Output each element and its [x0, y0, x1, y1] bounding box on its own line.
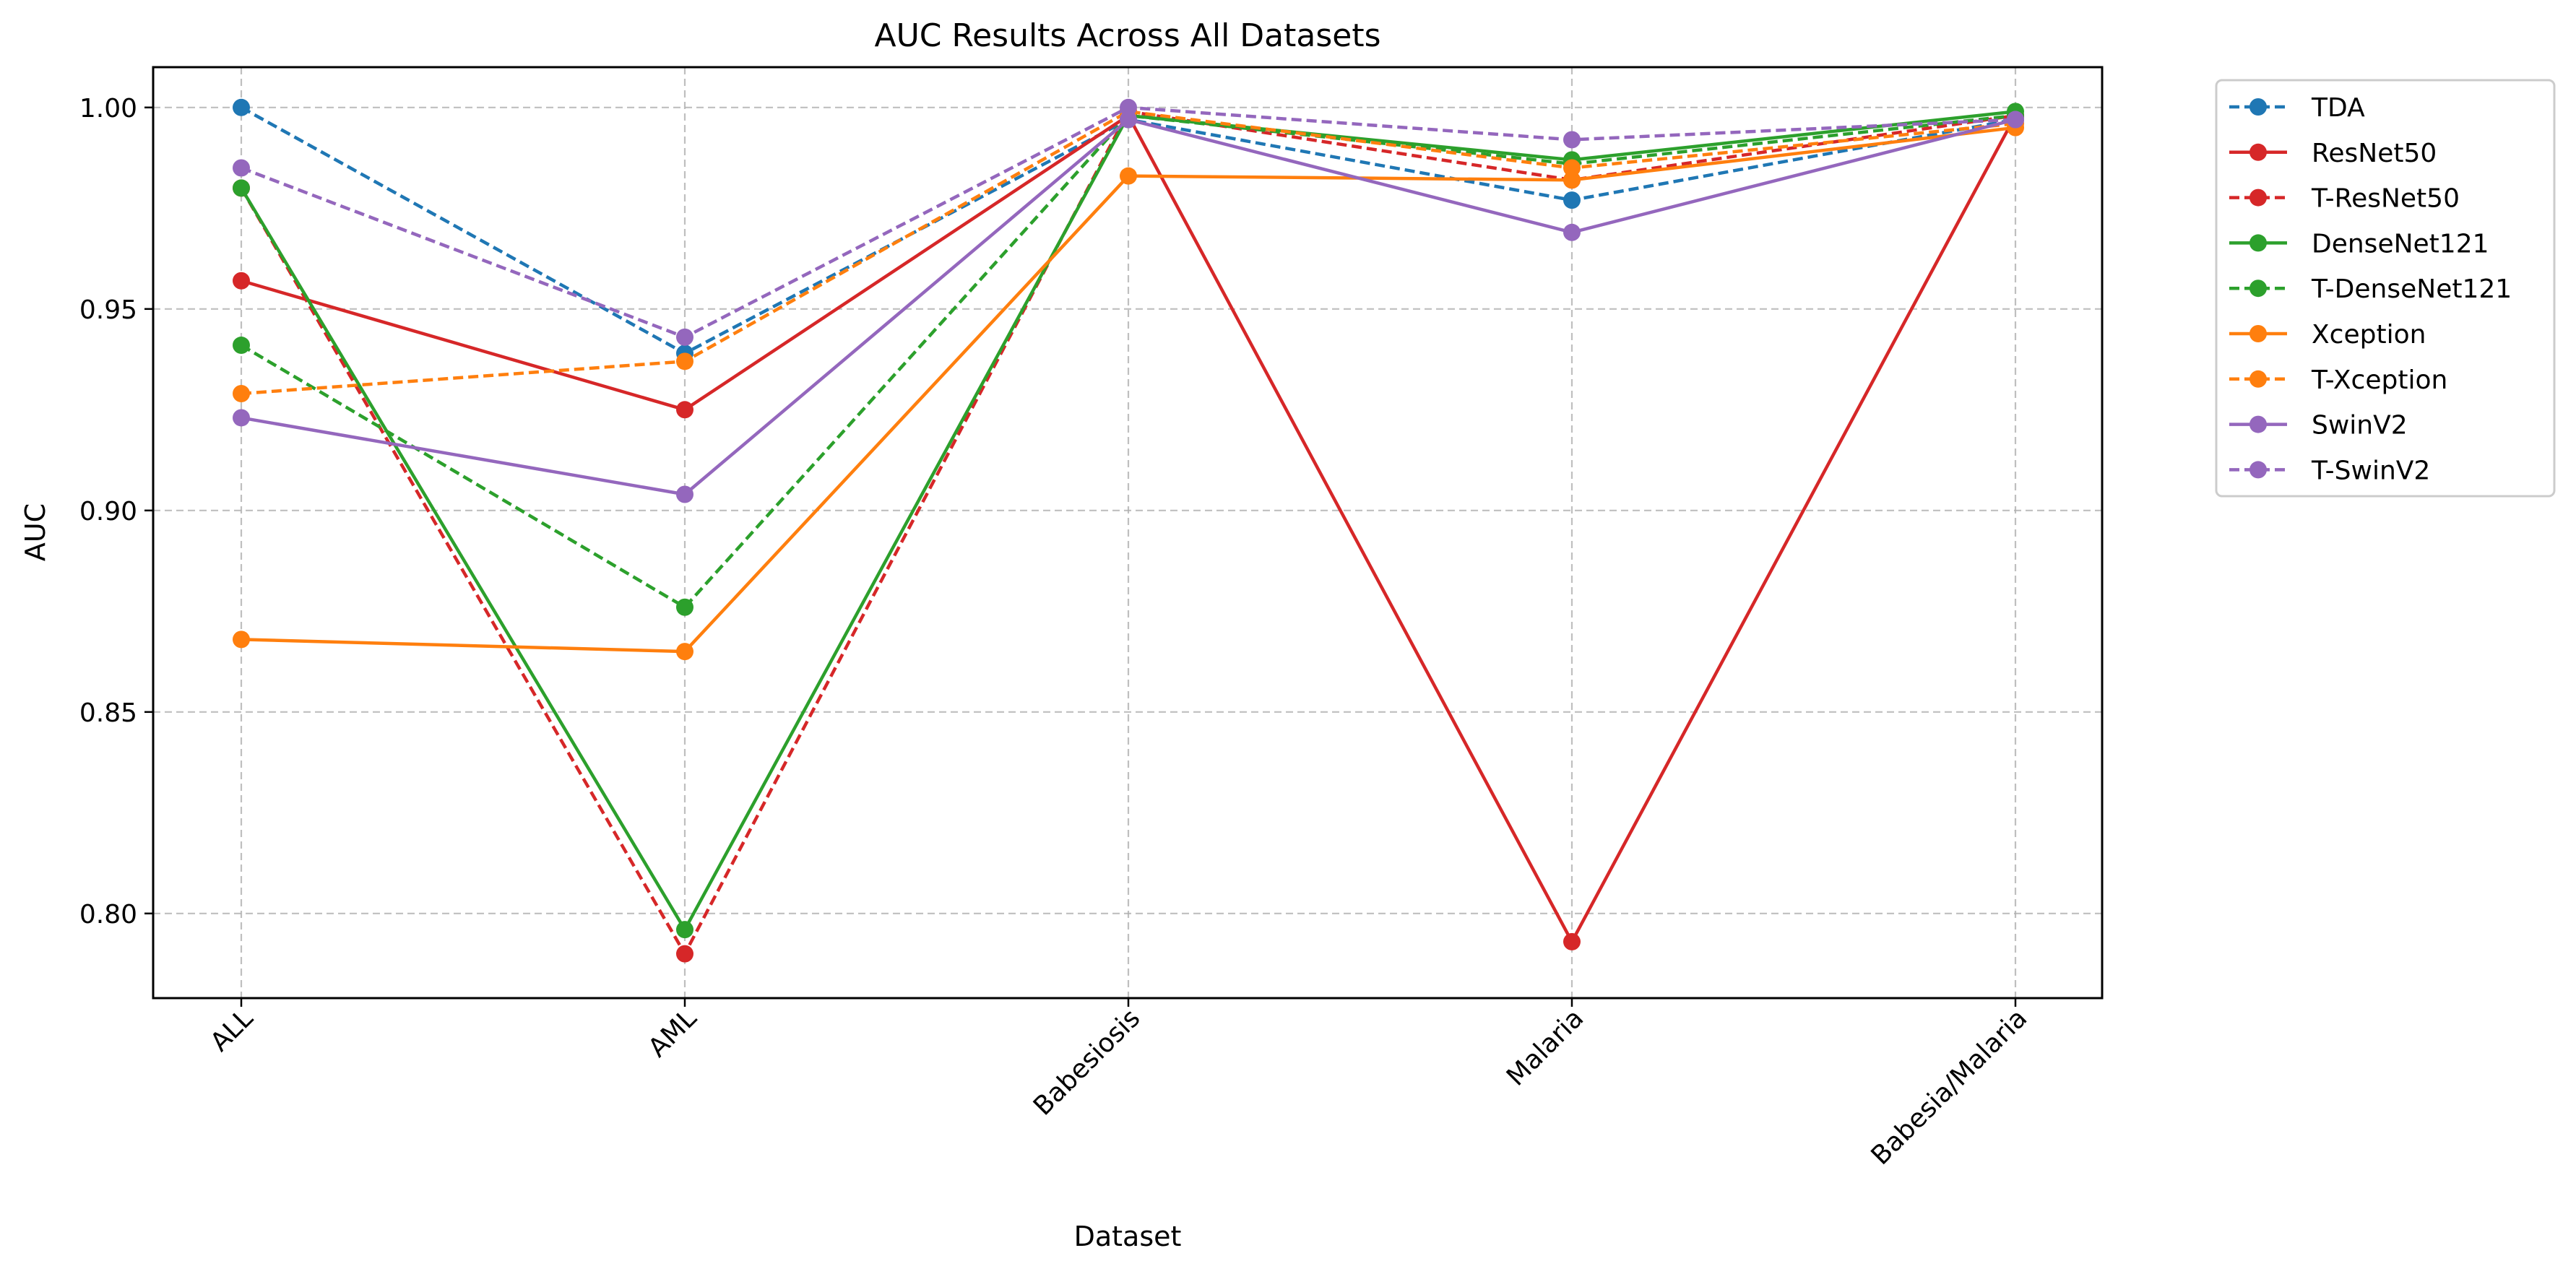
data-point: [676, 921, 693, 939]
legend: TDA ResNet50 T-ResNet50 DenseNet121 T-DenseN…: [2215, 79, 2556, 498]
legend-label: SwinV2: [2312, 411, 2408, 441]
legend-marker: [2249, 461, 2267, 479]
data-point: [676, 401, 693, 419]
data-point: [1563, 191, 1581, 209]
series-lines: [233, 98, 2024, 963]
legend-label: T-Xception: [2311, 365, 2447, 395]
y-axis-label: AUC: [20, 503, 51, 561]
data-point: [2007, 110, 2024, 129]
data-point: [1120, 98, 1137, 116]
chart-title: AUC Results Across All Datasets: [874, 17, 1380, 54]
data-point: [676, 328, 693, 346]
data-point: [1563, 223, 1581, 241]
x-axis-label: Dataset: [1074, 1221, 1182, 1252]
data-point: [233, 630, 250, 649]
data-point: [233, 179, 250, 197]
legend-entry: T-DenseNet121: [2229, 274, 2512, 304]
data-point: [676, 352, 693, 370]
legend-marker: [2249, 234, 2267, 252]
data-point: [233, 409, 250, 427]
legend-label: TDA: [2311, 93, 2365, 123]
legend-entry: T-SwinV2: [2229, 456, 2430, 485]
legend-marker: [2249, 325, 2267, 342]
y-tick-label: 0.85: [79, 698, 137, 728]
legend-entry: T-Xception: [2229, 365, 2447, 395]
legend-frame: [2215, 79, 2556, 498]
legend-label: T-SwinV2: [2311, 456, 2430, 485]
series-line: [241, 110, 2016, 396]
legend-entry: T-ResNet50: [2229, 184, 2460, 214]
data-point: [1120, 167, 1137, 185]
series-t-swinv2: [233, 98, 2024, 346]
y-axis-ticks: 0.80 0.85 0.90 0.95 1.00: [79, 94, 153, 930]
legend-label: DenseNet121: [2312, 229, 2489, 259]
y-tick-label: 0.90: [79, 497, 137, 526]
legend-entry: SwinV2: [2229, 411, 2408, 441]
legend-label: ResNet50: [2312, 139, 2437, 168]
legend-entry: ResNet50: [2229, 139, 2437, 168]
legend-items: TDA ResNet50 T-ResNet50 DenseNet121 T-DenseN…: [2229, 93, 2512, 485]
legend-marker: [2249, 188, 2267, 207]
legend-marker: [2249, 370, 2267, 388]
data-point: [233, 272, 250, 290]
data-point: [233, 159, 250, 177]
data-point: [1563, 171, 1581, 189]
y-tick-label: 0.80: [79, 900, 137, 930]
legend-marker: [2249, 98, 2267, 116]
data-point: [1120, 110, 1137, 129]
data-point: [1563, 159, 1581, 177]
legend-marker: [2249, 415, 2267, 433]
data-point: [676, 945, 693, 963]
legend-label: T-DenseNet121: [2311, 274, 2512, 304]
data-point: [233, 384, 250, 402]
legend-marker: [2249, 280, 2267, 298]
legend-label: Xception: [2312, 320, 2426, 350]
legend-entry: TDA: [2229, 93, 2365, 123]
legend-label: T-ResNet50: [2311, 184, 2460, 214]
legend-marker: [2249, 143, 2267, 161]
data-point: [676, 598, 693, 616]
data-point: [1563, 932, 1581, 950]
legend-entry: Xception: [2229, 320, 2426, 350]
legend-entry: DenseNet121: [2229, 229, 2489, 259]
data-point: [233, 337, 250, 355]
y-tick-label: 1.00: [79, 94, 137, 124]
data-point: [676, 643, 693, 661]
data-point: [233, 98, 250, 116]
data-point: [1563, 131, 1581, 149]
y-tick-label: 0.95: [79, 295, 137, 325]
data-point: [676, 485, 693, 503]
